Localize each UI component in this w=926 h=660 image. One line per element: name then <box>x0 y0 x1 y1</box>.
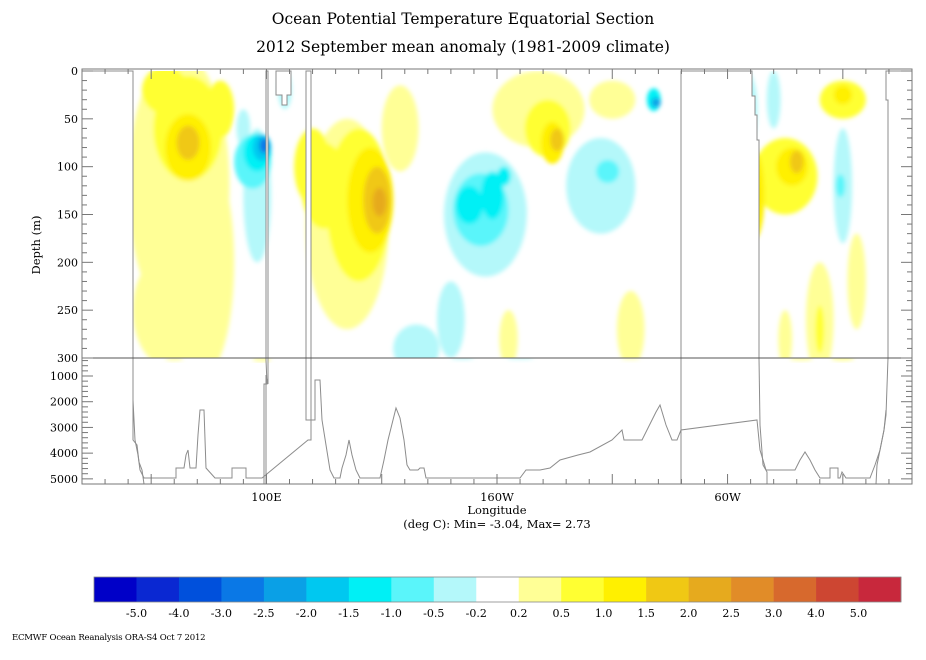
colorbar-label: 0.2 <box>510 607 528 620</box>
colorbar-label: -2.5 <box>253 607 274 620</box>
y-tick-label: 100 <box>57 161 78 174</box>
anomaly-contour <box>480 171 504 220</box>
colorbar-swatch <box>646 577 689 602</box>
anomaly-contour <box>596 159 620 183</box>
x-tick-label: 60W <box>714 490 741 504</box>
land-south-america <box>680 70 768 485</box>
colorbar-frame <box>93 576 902 603</box>
y-tick-label: 5000 <box>50 473 78 486</box>
colorbar-swatch <box>476 577 520 602</box>
anomaly-contour <box>778 310 793 358</box>
anomaly-contour <box>815 305 825 354</box>
anomaly-contour <box>566 137 636 234</box>
colorbar-label: 5.0 <box>850 607 868 620</box>
anomaly-contour <box>789 358 813 361</box>
anomaly-contour <box>497 166 511 186</box>
anomaly-contour <box>833 85 853 105</box>
colorbar-swatch <box>731 577 774 602</box>
colorbar-swatch <box>136 577 180 602</box>
y-tick-label: 2000 <box>50 396 78 409</box>
colorbar-label: -1.0 <box>381 607 402 620</box>
stats-label: (deg C): Min= -3.04, Max= 2.73 <box>403 517 590 531</box>
land-sumatra <box>263 70 269 485</box>
anomaly-contour <box>301 142 348 229</box>
anomaly-contour <box>372 187 387 217</box>
x-tick-label: 100E <box>251 490 281 504</box>
colorbar-label: 4.0 <box>807 607 825 620</box>
colorbar-label: -3.0 <box>211 607 232 620</box>
colorbar-label: -4.0 <box>168 607 189 620</box>
land-mask <box>81 70 913 485</box>
y-tick-label: 250 <box>57 304 78 317</box>
colorbar-swatch <box>688 577 732 602</box>
anomaly-contour <box>766 71 781 129</box>
y-axis-label: Depth (m) <box>29 216 43 275</box>
land-island <box>275 70 292 106</box>
colorbar-label: -2.0 <box>296 607 317 620</box>
y-tick-label: 150 <box>57 209 78 222</box>
bathymetry-line <box>132 379 887 479</box>
colorbar-swatch <box>221 577 265 602</box>
colorbar-swatch <box>178 577 222 602</box>
anomaly-contour <box>165 358 184 361</box>
y-tick-label: 3000 <box>50 421 78 434</box>
anomaly-contour <box>515 209 571 315</box>
anomaly-contour <box>176 125 200 160</box>
chart-subtitle: 2012 September mean anomaly (1981-2009 c… <box>256 38 670 56</box>
land-ghost <box>672 71 681 440</box>
anomaly-contour <box>789 150 804 174</box>
y-tick-label: 1000 <box>50 370 78 383</box>
y-tick-label: 200 <box>57 256 78 269</box>
anomaly-contour <box>506 85 534 115</box>
colorbar-label: -0.2 <box>466 607 487 620</box>
colorbar-label: 2.0 <box>680 607 698 620</box>
colorbar-swatch <box>391 577 435 602</box>
chart-title: Ocean Potential Temperature Equatorial S… <box>271 10 655 28</box>
colorbar-swatch <box>773 577 817 602</box>
colorbar: -5.0 -4.0 -3.0 -2.5 -2.0 -1.5 -1.0 -0.5 -0.2 0.2 0… <box>93 576 902 620</box>
colorbar-swatch <box>816 577 859 602</box>
colorbar-label: 1.5 <box>637 607 655 620</box>
colorbar-swatch <box>433 577 477 602</box>
anomaly-contour <box>455 185 484 225</box>
anomaly-contour <box>835 174 846 198</box>
anomaly-contour <box>589 80 636 119</box>
anomaly-contour <box>381 85 419 172</box>
land-borneo <box>305 70 312 421</box>
colorbar-swatch <box>306 577 350 602</box>
anomaly-contour <box>847 233 866 330</box>
colorbar-swatch <box>603 577 647 602</box>
x-tick-label: 160W <box>480 490 514 504</box>
x-axis-label: Longitude <box>467 503 526 517</box>
colorbar-swatch <box>348 577 392 602</box>
y-tick-label: 50 <box>64 113 78 126</box>
colorbar-swatch <box>94 577 137 602</box>
anomaly-contour <box>616 291 645 358</box>
anomaly-contour <box>437 281 465 358</box>
anomaly-contour <box>651 97 661 108</box>
colorbar-label: 2.5 <box>722 607 740 620</box>
colorbar-swatch <box>858 577 902 602</box>
colorbar-label: 3.0 <box>765 607 783 620</box>
colorbar-label: 0.5 <box>552 607 570 620</box>
anomaly-contour <box>141 71 189 115</box>
anomaly-contour <box>831 358 855 361</box>
colorbar-swatch <box>518 577 562 602</box>
y-tick-label: 300 <box>57 352 78 365</box>
colorbar-label: -1.5 <box>338 607 359 620</box>
anomaly-contour <box>393 324 440 358</box>
anomaly-contour <box>169 147 235 358</box>
y-tick-label: 4000 <box>50 447 78 460</box>
y-tick-label: 0 <box>71 65 78 78</box>
colorbar-swatch <box>561 577 604 602</box>
anomaly-contour <box>550 128 564 152</box>
colorbar-label: -0.5 <box>423 607 444 620</box>
anomaly-contour <box>499 310 518 358</box>
colorbar-swatch <box>263 577 307 602</box>
colorbar-label: -5.0 <box>126 607 147 620</box>
axes: 0 50 100 150 200 250 300 1000 2000 3000 4000 5000 10… <box>50 65 913 504</box>
footer-credit: ECMWF Ocean Reanalysis ORA-S4 Oct 7 2012 <box>12 633 206 643</box>
colorbar-label: 1.0 <box>595 607 613 620</box>
